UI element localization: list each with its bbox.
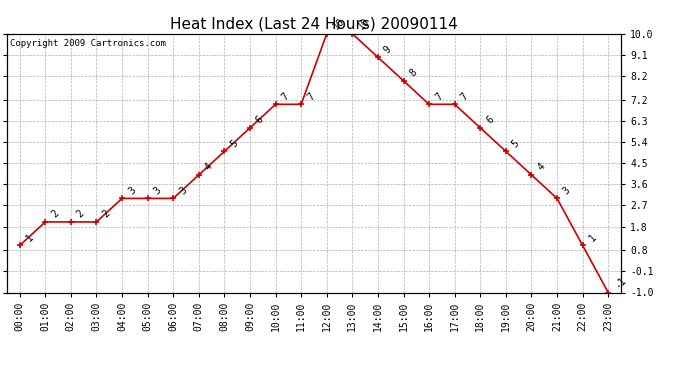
Text: 1: 1 <box>24 232 35 243</box>
Text: 7: 7 <box>459 91 470 102</box>
Text: 3: 3 <box>177 185 188 196</box>
Text: 7: 7 <box>433 91 444 102</box>
Text: 5: 5 <box>510 138 521 149</box>
Text: 8: 8 <box>408 68 419 79</box>
Text: 2: 2 <box>101 209 112 220</box>
Text: 1: 1 <box>586 232 598 243</box>
Text: 7: 7 <box>305 91 317 102</box>
Text: -1: -1 <box>612 275 628 290</box>
Text: 2: 2 <box>50 209 61 220</box>
Text: 10: 10 <box>331 16 346 32</box>
Text: 6: 6 <box>484 114 495 126</box>
Text: 7: 7 <box>279 91 291 102</box>
Text: 10: 10 <box>357 16 372 32</box>
Text: 9: 9 <box>382 44 393 55</box>
Text: 2: 2 <box>75 209 86 220</box>
Text: 3: 3 <box>126 185 137 196</box>
Text: Copyright 2009 Cartronics.com: Copyright 2009 Cartronics.com <box>10 39 166 48</box>
Text: 3: 3 <box>561 185 573 196</box>
Text: 3: 3 <box>152 185 163 196</box>
Text: 4: 4 <box>535 162 547 173</box>
Text: 5: 5 <box>228 138 240 149</box>
Text: 4: 4 <box>203 162 214 173</box>
Text: 6: 6 <box>254 114 266 126</box>
Title: Heat Index (Last 24 Hours) 20090114: Heat Index (Last 24 Hours) 20090114 <box>170 16 458 31</box>
